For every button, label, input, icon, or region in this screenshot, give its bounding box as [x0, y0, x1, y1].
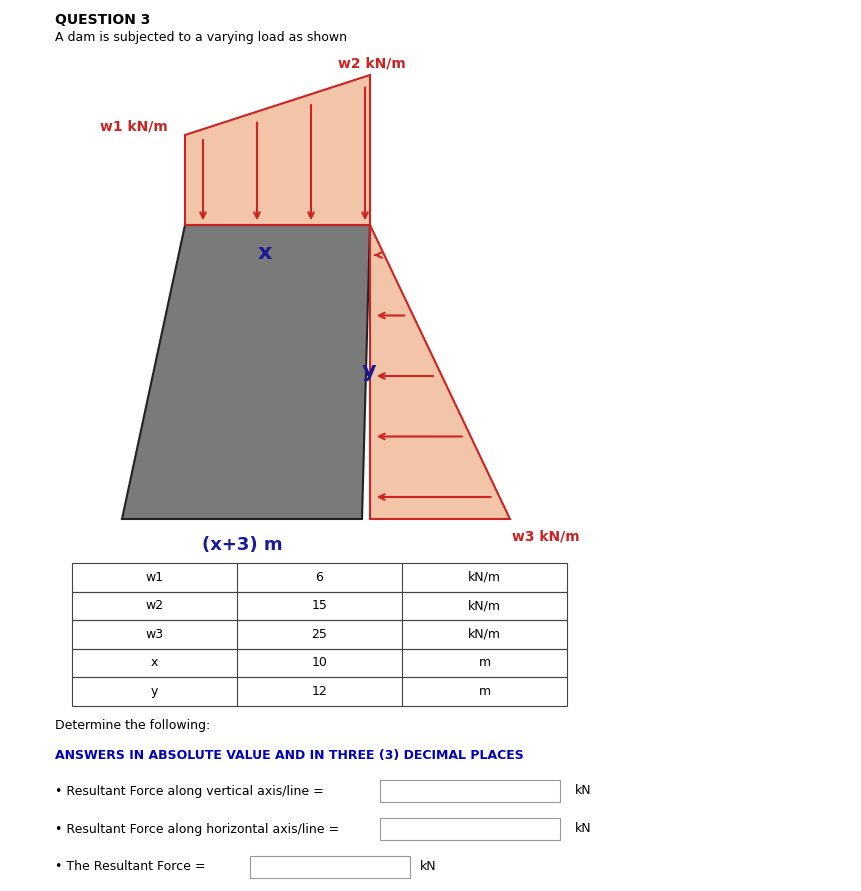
Text: w2 kN/m: w2 kN/m — [338, 56, 406, 70]
Text: x: x — [257, 243, 272, 263]
Text: x: x — [151, 657, 158, 669]
Text: A dam is subjected to a varying load as shown: A dam is subjected to a varying load as … — [55, 31, 347, 44]
Bar — [72, 563, 567, 592]
Text: w2: w2 — [146, 600, 164, 612]
Bar — [72, 592, 567, 620]
Text: 15: 15 — [311, 600, 327, 612]
Text: • Resultant Force along horizontal axis/line =: • Resultant Force along horizontal axis/… — [55, 822, 338, 836]
Text: • Resultant Force along vertical axis/line =: • Resultant Force along vertical axis/li… — [55, 784, 324, 797]
Text: (x+3) m: (x+3) m — [201, 536, 282, 554]
Text: kN: kN — [574, 822, 591, 836]
Text: kN: kN — [574, 784, 591, 797]
Text: ANSWERS IN ABSOLUTE VALUE AND IN THREE (3) DECIMAL PLACES: ANSWERS IN ABSOLUTE VALUE AND IN THREE (… — [55, 749, 523, 762]
Text: 10: 10 — [311, 657, 327, 669]
Text: 12: 12 — [312, 685, 327, 698]
Text: QUESTION 3: QUESTION 3 — [55, 13, 150, 27]
Text: w1 kN/m: w1 kN/m — [100, 119, 168, 133]
Bar — [250, 856, 410, 878]
Text: kN/m: kN/m — [468, 571, 500, 584]
Polygon shape — [122, 225, 369, 519]
Bar — [380, 780, 560, 802]
Text: kN/m: kN/m — [468, 628, 500, 641]
Text: • The Resultant Force =: • The Resultant Force = — [55, 861, 205, 873]
Text: w3 kN/m: w3 kN/m — [511, 529, 579, 543]
Bar — [72, 677, 567, 706]
Text: 6: 6 — [315, 571, 323, 584]
Text: y: y — [151, 685, 158, 698]
Bar — [72, 620, 567, 649]
Bar — [380, 818, 560, 840]
Bar — [72, 649, 567, 677]
Text: kN: kN — [419, 861, 437, 873]
Polygon shape — [369, 225, 510, 519]
Polygon shape — [185, 75, 369, 225]
Text: kN/m: kN/m — [468, 600, 500, 612]
Text: w3: w3 — [146, 628, 164, 641]
Text: m: m — [478, 685, 490, 698]
Text: 25: 25 — [311, 628, 327, 641]
Text: w1: w1 — [146, 571, 164, 584]
Text: Determine the following:: Determine the following: — [55, 719, 210, 732]
Text: y: y — [362, 361, 376, 381]
Text: m: m — [478, 657, 490, 669]
